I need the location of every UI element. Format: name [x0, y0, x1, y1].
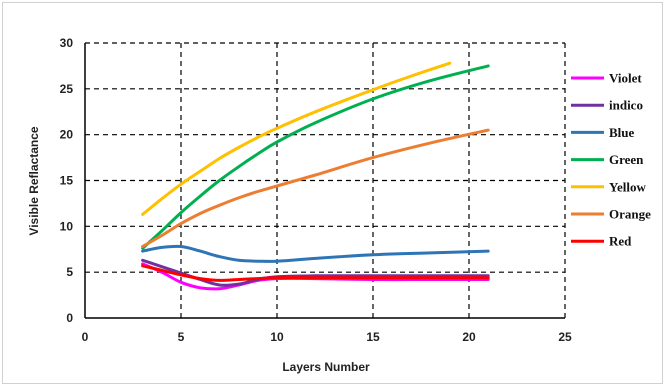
y-tick-label-20: 20 [60, 128, 74, 142]
chart-frame [2, 2, 663, 384]
series-line-green [141, 64, 490, 250]
x-tick-label-25: 25 [558, 330, 572, 344]
axes [84, 43, 565, 319]
y-axis-title: Visible Reflactance [27, 126, 41, 235]
x-tick-label-20: 20 [462, 330, 476, 344]
series-line-red [141, 264, 490, 282]
series-line-blue [141, 244, 490, 263]
series-line-orange [141, 128, 490, 248]
legend-label-green: Green [609, 152, 644, 167]
series-lines [141, 61, 490, 291]
series-line-indico [141, 258, 490, 287]
y-tick-labels: 0 5 10 15 20 25 30 [60, 36, 74, 325]
legend-label-orange: Orange [609, 207, 651, 222]
y-tick-label-15: 15 [60, 174, 74, 188]
y-tick-label-25: 25 [60, 82, 74, 96]
x-axis-title: Layers Number [282, 360, 370, 374]
legend-label-violet: Violet [609, 71, 642, 86]
legend-label-blue: Blue [609, 125, 635, 140]
y-tick-label-5: 5 [66, 265, 73, 279]
legend-label-indico: indico [609, 98, 643, 113]
legend-label-yellow: Yellow [609, 179, 646, 194]
series-line-yellow [141, 61, 452, 216]
legend-label-red: Red [609, 234, 632, 249]
x-tick-label-10: 10 [270, 330, 284, 344]
y-tick-label-10: 10 [60, 219, 74, 233]
legend: Violet indico Blue Green Yellow Orange Red [571, 71, 651, 249]
x-tick-labels: 0 5 10 15 20 25 [82, 330, 572, 344]
y-tick-label-30: 30 [60, 36, 74, 50]
x-tick-label-5: 5 [178, 330, 185, 344]
x-tick-label-15: 15 [366, 330, 380, 344]
x-tick-label-0: 0 [82, 330, 89, 344]
y-tick-label-0: 0 [66, 311, 73, 325]
